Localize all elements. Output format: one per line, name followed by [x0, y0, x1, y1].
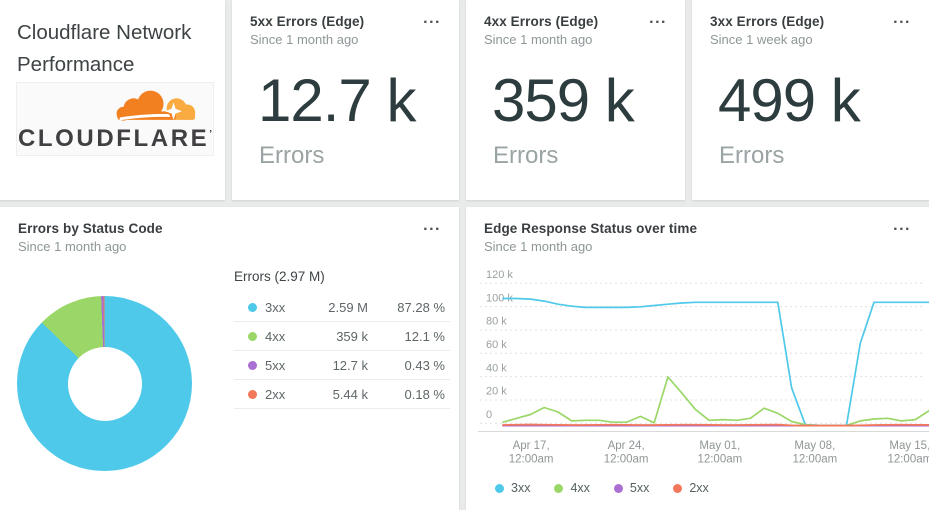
series-label: 4xx — [265, 328, 286, 344]
card-header: Edge Response Status over time Since 1 m… — [466, 207, 929, 254]
series-percent: 0.43 % — [404, 357, 445, 373]
svg-text:May 15,: May 15, — [889, 440, 929, 452]
card-title: 5xx Errors (Edge) — [250, 14, 365, 29]
svg-text:12:00am: 12:00am — [697, 454, 742, 466]
series-color-dot — [248, 389, 257, 399]
stat-unit-label: Errors — [719, 142, 785, 169]
svg-text:100 k: 100 k — [486, 292, 513, 304]
donut-legend-table: Errors (2.97 M) 3xx 2.59 M 87.28 % 4xx 3… — [234, 269, 450, 409]
svg-text:80 k: 80 k — [486, 316, 507, 328]
cloudflare-logo-text: CLOUDFLARE’ — [17, 125, 213, 152]
card-header: 3xx Errors (Edge) Since 1 week ago — [692, 0, 929, 47]
legend-item-4xx[interactable]: 4xx — [554, 481, 590, 495]
legend-item-3xx[interactable]: 3xx — [495, 481, 530, 495]
svg-text:12:00am: 12:00am — [509, 454, 554, 466]
series-value: 5.44 k — [332, 386, 368, 402]
legend-table-header: Errors (2.97 M) — [234, 269, 325, 284]
series-label: 2xx — [265, 386, 286, 402]
line-chart-canvas[interactable]: 120 k 100 k 80 k 60 k 40 k 20 k 0 Apr 17, 12:00a… — [466, 263, 929, 478]
series-color-dot — [248, 302, 257, 312]
trademark-mark: ’ — [209, 129, 213, 140]
svg-text:12:00am: 12:00am — [887, 454, 929, 466]
card-time-range: Since 1 month ago — [250, 32, 359, 47]
legend-label: 2xx — [689, 481, 709, 495]
series-value: 2.59 M — [328, 299, 368, 315]
svg-text:12:00am: 12:00am — [792, 454, 837, 466]
series-color-dot — [554, 483, 564, 493]
card-3xx-errors: 3xx Errors (Edge) Since 1 week ago ... 4… — [692, 0, 929, 200]
svg-text:12:00am: 12:00am — [604, 454, 649, 466]
legend-item-5xx[interactable]: 5xx — [613, 481, 650, 495]
card-menu-button[interactable]: ... — [889, 213, 915, 239]
line-chart-legend: 3xx 4xx 5xx 2xx — [495, 481, 709, 495]
series-percent: 12.1 % — [404, 328, 445, 344]
legend-item-2xx[interactable]: 2xx — [673, 481, 709, 495]
legend-label: 5xx — [629, 481, 650, 495]
card-time-range: Since 1 month ago — [18, 239, 127, 254]
svg-text:40 k: 40 k — [486, 362, 507, 374]
cloudflare-logo: CLOUDFLARE’ — [16, 82, 214, 156]
series-value: 359 k — [336, 328, 368, 344]
card-time-range: Since 1 week ago — [710, 32, 813, 47]
svg-text:May 08,: May 08, — [794, 440, 835, 452]
card-menu-button[interactable]: ... — [645, 6, 671, 32]
svg-text:0: 0 — [486, 409, 492, 421]
legend-label: 3xx — [511, 481, 531, 495]
donut-hole — [67, 346, 142, 421]
svg-text:Apr 17,: Apr 17, — [513, 440, 550, 452]
stat-value: 359 k — [492, 67, 635, 134]
card-menu-button[interactable]: ... — [419, 213, 445, 239]
stat-unit-label: Errors — [493, 142, 559, 169]
card-title: Errors by Status Code — [18, 221, 163, 236]
card-dashboard-title: Cloudflare Network Performance CLOUDFLAR… — [0, 0, 225, 200]
card-title: Edge Response Status over time — [484, 221, 698, 236]
card-menu-button[interactable]: ... — [889, 6, 915, 32]
series-percent: 0.18 % — [404, 386, 445, 402]
card-header: Errors by Status Code Since 1 month ago — [0, 207, 459, 254]
table-row: 3xx 2.59 M 87.28 % — [234, 293, 450, 322]
card-4xx-errors: 4xx Errors (Edge) Since 1 month ago ... … — [466, 0, 685, 200]
status-code-donut-chart[interactable] — [17, 296, 192, 471]
svg-text:20 k: 20 k — [486, 386, 507, 398]
series-value: 12.7 k — [332, 357, 368, 373]
table-row: 5xx 12.7 k 0.43 % — [234, 351, 450, 380]
table-row: 4xx 359 k 12.1 % — [234, 322, 450, 351]
series-label: 5xx — [265, 357, 286, 373]
stat-unit-label: Errors — [259, 142, 325, 169]
card-header: 5xx Errors (Edge) Since 1 month ago — [232, 0, 459, 47]
series-color-dot — [613, 483, 623, 493]
card-edge-response-status: Edge Response Status over time Since 1 m… — [466, 207, 929, 510]
series-color-dot — [248, 331, 257, 341]
card-5xx-errors: 5xx Errors (Edge) Since 1 month ago ... … — [232, 0, 459, 200]
page-title: Cloudflare Network Performance — [17, 21, 192, 76]
svg-text:60 k: 60 k — [486, 339, 507, 351]
card-header: 4xx Errors (Edge) Since 1 month ago — [466, 0, 685, 47]
stat-value: 499 k — [718, 67, 861, 134]
svg-text:120 k: 120 k — [486, 269, 513, 281]
svg-text:Apr 24,: Apr 24, — [608, 440, 645, 452]
series-color-dot — [495, 483, 504, 493]
card-title: 3xx Errors (Edge) — [710, 14, 825, 29]
series-color-dot — [248, 360, 257, 370]
svg-text:May 01,: May 01, — [699, 440, 740, 452]
card-time-range: Since 1 month ago — [484, 239, 593, 254]
series-label: 3xx — [265, 299, 286, 315]
card-menu-button[interactable]: ... — [419, 6, 445, 32]
stat-value: 12.7 k — [258, 67, 416, 134]
cloudflare-cloud-icon — [116, 90, 196, 121]
series-percent: 87.28 % — [397, 299, 445, 315]
card-time-range: Since 1 month ago — [484, 32, 593, 47]
table-row: 2xx 5.44 k 0.18 % — [234, 380, 450, 409]
series-color-dot — [673, 483, 683, 493]
legend-label: 4xx — [570, 481, 590, 495]
card-errors-by-status-code: Errors by Status Code Since 1 month ago … — [0, 207, 459, 510]
card-title: 4xx Errors (Edge) — [484, 14, 599, 29]
